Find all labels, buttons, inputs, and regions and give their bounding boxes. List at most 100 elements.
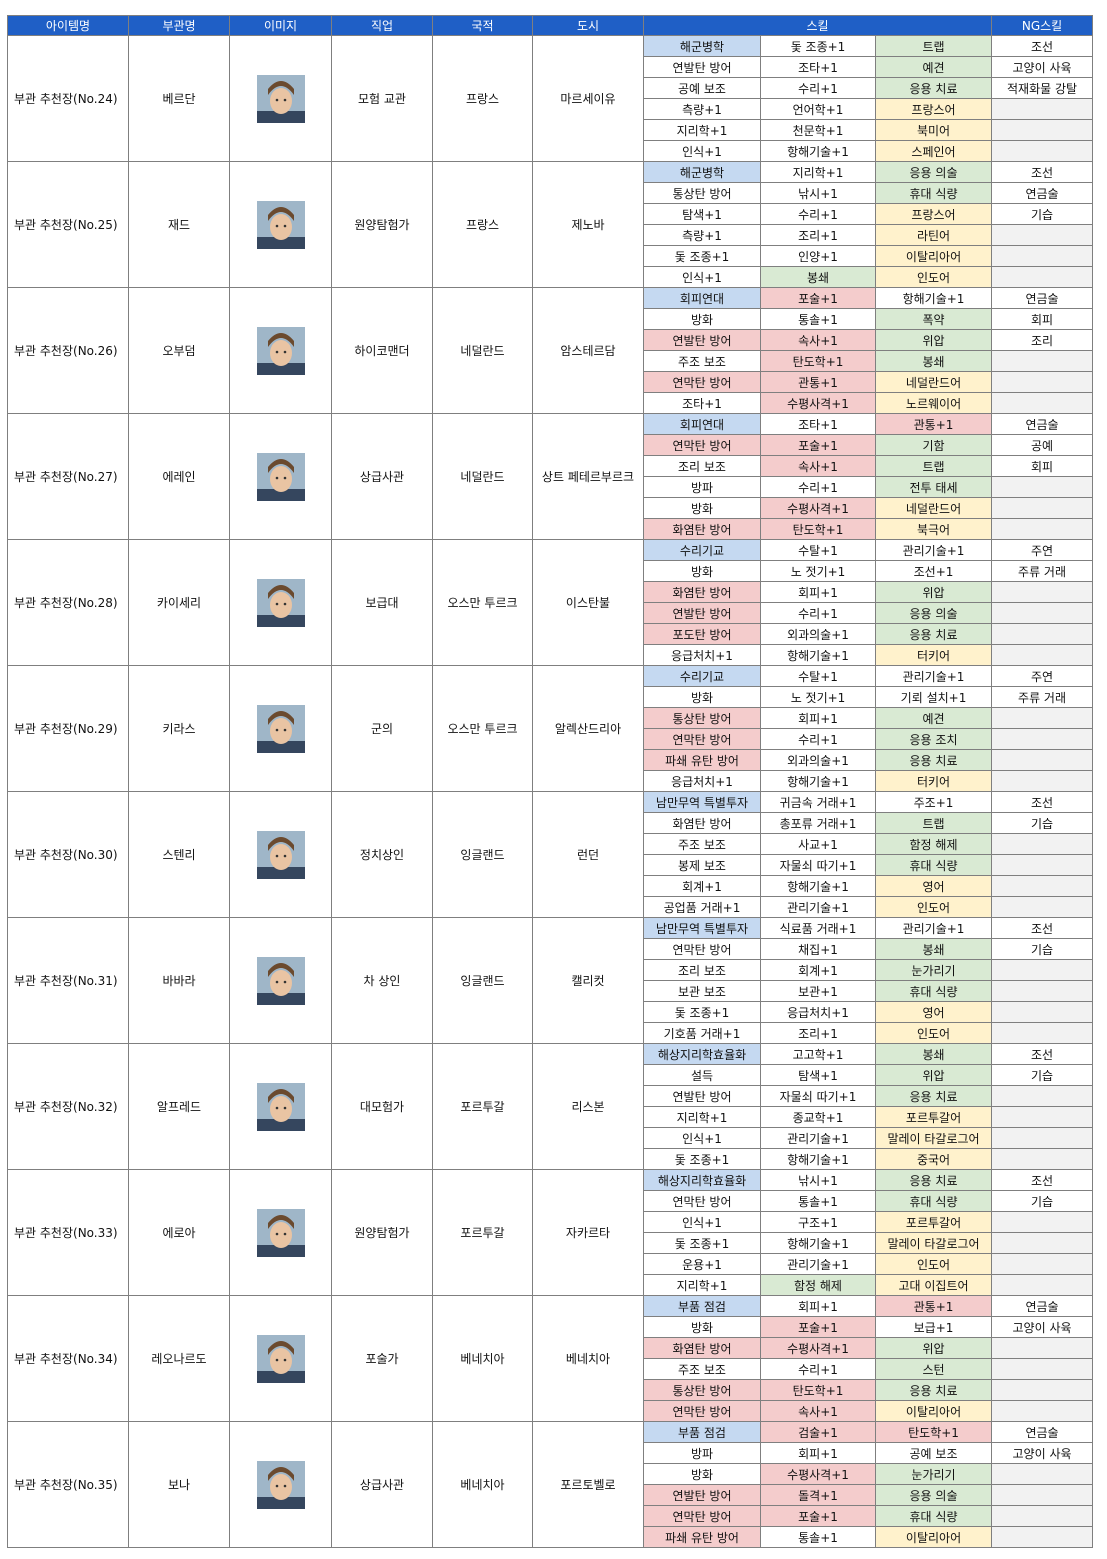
skill: 노 젓기+1 — [760, 686, 876, 708]
skill: 화염탄 방어 — [643, 581, 761, 603]
officer-name: 오부덤 — [128, 287, 230, 414]
image-cell — [229, 1421, 332, 1548]
officer-name: 재드 — [128, 161, 230, 288]
skill: 조선+1 — [874, 560, 993, 582]
skill: 탐색+1 — [643, 203, 761, 225]
ng-empty — [991, 1211, 1094, 1233]
skill: 관리기술+1 — [760, 1127, 876, 1149]
ng-empty — [991, 602, 1094, 624]
skill: 영어 — [874, 1001, 993, 1023]
skill: 통솔+1 — [760, 1526, 876, 1548]
skill: 관통+1 — [760, 371, 876, 393]
skill: 연막탄 방어 — [643, 728, 761, 750]
skill: 전투 태세 — [874, 476, 993, 498]
table-row: 통상탄 방어 회피+1 예견 — [8, 707, 1094, 729]
skill: 중국어 — [874, 1148, 993, 1170]
skill: 이탈리아어 — [874, 1526, 993, 1548]
skill: 응용 치료 — [874, 1085, 993, 1107]
skill: 회계+1 — [643, 875, 761, 897]
table-row: 연발탄 방어 수리+1 응용 의술 — [8, 602, 1094, 624]
table-row: 공업품 거래+1 관리기술+1 인도어 — [8, 896, 1094, 918]
skill: 해군병학 — [643, 35, 761, 57]
skill: 운용+1 — [643, 1253, 761, 1275]
table-row: 화염탄 방어 수평사격+1 위압 — [8, 1337, 1094, 1359]
skill: 인식+1 — [643, 1127, 761, 1149]
skill: 포르투갈어 — [874, 1211, 993, 1233]
skill: 기호품 거래+1 — [643, 1022, 761, 1044]
skill: 항해기술+1 — [760, 770, 876, 792]
table-row: 통상탄 방어 탄도학+1 응용 치료 — [8, 1379, 1094, 1401]
job: 대모험가 — [331, 1043, 433, 1170]
skill: 조리+1 — [760, 224, 876, 246]
skill: 속사+1 — [760, 329, 876, 351]
table-row: 부관 추천장(No.24) 베르단 모험 교관 프랑스 마르세이유 해군병학 돛 조종+1 트… — [7, 35, 1094, 162]
portrait — [256, 578, 305, 627]
skill: 통솔+1 — [760, 308, 876, 330]
skill: 포술+1 — [760, 287, 876, 309]
skill: 응용 조치 — [874, 728, 993, 750]
skill: 관통+1 — [874, 413, 993, 435]
skill: 위압 — [874, 581, 993, 603]
skill: 항해기술+1 — [760, 1148, 876, 1170]
table-row: 주조 보조 수리+1 스턴 — [8, 1358, 1094, 1380]
skill: 포술+1 — [760, 1505, 876, 1527]
ng-skill: 연금술 — [991, 182, 1094, 204]
skill: 이탈리아어 — [874, 245, 993, 267]
nation: 베네치아 — [432, 1295, 533, 1422]
portrait — [256, 704, 305, 753]
portrait — [256, 200, 305, 249]
city: 리스본 — [532, 1043, 644, 1170]
skill: 주조 보조 — [643, 833, 761, 855]
skill: 연막탄 방어 — [643, 1190, 761, 1212]
city: 자카르타 — [532, 1169, 644, 1296]
skill: 인식+1 — [643, 1211, 761, 1233]
ng-skill: 연금술 — [991, 1421, 1094, 1443]
skill: 눈가리기 — [874, 959, 993, 981]
item-name: 부관 추천장(No.32) — [7, 1043, 129, 1170]
skill: 연발탄 방어 — [643, 1085, 761, 1107]
skill: 종교학+1 — [760, 1106, 876, 1128]
skill: 응급처치+1 — [643, 770, 761, 792]
table-row: 연발탄 방어 돌격+1 응용 의술 — [8, 1484, 1094, 1506]
skill: 지리학+1 — [643, 1106, 761, 1128]
skill: 방파 — [643, 476, 761, 498]
skill: 통솔+1 — [760, 1190, 876, 1212]
skill: 수평사격+1 — [760, 1463, 876, 1485]
skill: 항해기술+1 — [760, 875, 876, 897]
ng-skill: 주연 — [991, 665, 1094, 687]
skill: 연발탄 방어 — [643, 329, 761, 351]
skill: 조리+1 — [760, 1022, 876, 1044]
skill: 구조+1 — [760, 1211, 876, 1233]
skill: 연발탄 방어 — [643, 56, 761, 78]
table-row: 연발탄 방어 속사+1 위압 조리 — [8, 329, 1094, 351]
ng-skill: 조선 — [991, 161, 1094, 183]
skill: 위압 — [874, 1337, 993, 1359]
officer-table: 아이템명 부관명 이미지 직업 국적 도시 스킬 NG스킬 부관 추천장(No.24) 베르단 모… — [7, 15, 1094, 1548]
table-row: 부관 추천장(No.28) 카이세리 보급대 오스만 투르크 이스탄불 수리기교 수탈+1 관… — [7, 539, 1094, 666]
skill: 귀금속 거래+1 — [760, 791, 876, 813]
table-row: 방화 노 젓기+1 조선+1 주류 거래 — [8, 560, 1094, 582]
ng-empty — [991, 623, 1094, 645]
skill: 항해기술+1 — [760, 644, 876, 666]
skill: 화염탄 방어 — [643, 1337, 761, 1359]
skill: 파쇄 유탄 방어 — [643, 1526, 761, 1548]
table-row: 부관 추천장(No.26) 오부덤 하이코맨더 네덜란드 암스테르담 회피연대 포술+1 항해… — [7, 287, 1094, 414]
skill: 주조+1 — [874, 791, 993, 813]
image-cell — [229, 791, 332, 918]
nation: 잉글랜드 — [432, 917, 533, 1044]
skill: 회피+1 — [760, 581, 876, 603]
item-name: 부관 추천장(No.29) — [7, 665, 129, 792]
portrait — [256, 1334, 305, 1383]
image-cell — [229, 161, 332, 288]
skill: 방화 — [643, 560, 761, 582]
table-row: 파쇄 유탄 방어 통솔+1 이탈리아어 — [8, 1526, 1094, 1548]
skill: 영어 — [874, 875, 993, 897]
skill: 응용 치료 — [874, 77, 993, 99]
skill: 위압 — [874, 1064, 993, 1086]
ng-skill: 고양이 사육 — [991, 1442, 1094, 1464]
table-row: 연막탄 방어 속사+1 이탈리아어 — [8, 1400, 1094, 1422]
ng-skill: 회피 — [991, 455, 1094, 477]
skill: 천문학+1 — [760, 119, 876, 141]
image-cell — [229, 665, 332, 792]
ng-empty — [991, 1505, 1094, 1527]
